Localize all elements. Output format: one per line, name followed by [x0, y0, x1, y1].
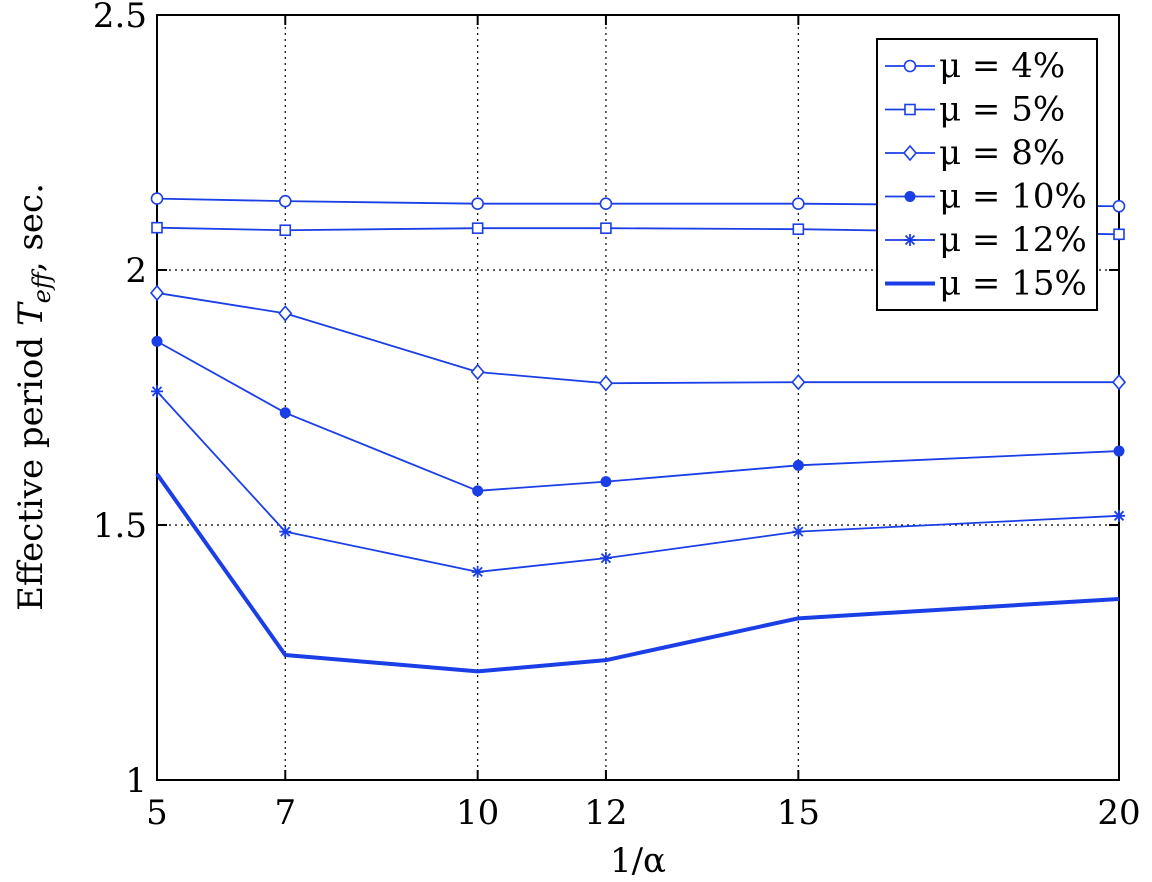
- data-point-dot: [1113, 445, 1125, 457]
- series-1: [150, 192, 1126, 213]
- legend-label: μ = 15%: [939, 264, 1087, 304]
- data-point-dot: [792, 459, 804, 471]
- data-point-dot: [600, 476, 612, 488]
- legend-label: μ = 10%: [939, 177, 1087, 217]
- data-point-circle: [792, 197, 805, 210]
- y-tick-label: 2: [125, 251, 147, 291]
- legend-item-5: μ = 12%: [885, 220, 1087, 260]
- data-point-square: [151, 221, 163, 234]
- data-point-star: [1113, 509, 1125, 522]
- data-point-diamond: [902, 144, 918, 162]
- data-point-circle: [1112, 199, 1126, 213]
- data-point-dot: [472, 485, 484, 497]
- x-tick-label: 7: [274, 793, 296, 833]
- legend-label: μ = 5%: [939, 90, 1065, 130]
- legend-label: μ = 4%: [939, 46, 1065, 86]
- series-3: [149, 284, 1127, 392]
- x-tick-label: 5: [146, 793, 168, 833]
- legend-item-6: μ = 15%: [885, 264, 1087, 304]
- legend-label: μ = 8%: [939, 133, 1065, 173]
- series-4: [151, 335, 1125, 497]
- data-point-star: [151, 385, 163, 398]
- data-point-star: [279, 525, 292, 538]
- data-point-circle: [150, 192, 164, 205]
- legend-item-1: μ = 4%: [885, 46, 1065, 86]
- data-point-square: [600, 222, 612, 234]
- data-point-dot: [904, 191, 916, 202]
- x-tick-label: 10: [456, 793, 499, 833]
- legend-box: [876, 38, 1098, 311]
- data-point-circle: [278, 194, 292, 208]
- series-line: [156, 226, 1120, 236]
- legend-label: μ = 12%: [939, 220, 1087, 260]
- data-point-diamond: [598, 374, 613, 392]
- data-point-square: [471, 222, 484, 234]
- series-line: [156, 340, 1120, 492]
- series-line: [155, 472, 1120, 674]
- data-point-circle: [471, 197, 484, 210]
- y-tick-label: 1.5: [93, 506, 147, 546]
- data-point-square: [1113, 228, 1125, 241]
- series-5: [151, 385, 1125, 578]
- series-2: [151, 221, 1125, 241]
- data-point-star: [792, 525, 805, 538]
- data-point-circle: [599, 197, 613, 210]
- series-layer: [149, 192, 1127, 674]
- data-point-dot: [151, 335, 163, 347]
- data-point-diamond: [1111, 373, 1127, 391]
- plot-frame: [156, 14, 1120, 781]
- y-tick-label: 2.5: [93, 0, 147, 36]
- x-tick-label: 12: [584, 793, 627, 833]
- data-point-diamond: [278, 305, 293, 322]
- x-tick-label: 20: [1097, 793, 1140, 833]
- legend-item-2: μ = 5%: [885, 90, 1065, 130]
- data-point-circle: [903, 59, 917, 73]
- y-tick-label: 1: [125, 761, 147, 801]
- axis-ticks: 5 7 10 12 15 20 1 1.5 2 2.5: [93, 0, 1141, 833]
- data-point-diamond: [470, 363, 485, 381]
- data-point-star: [471, 565, 484, 578]
- legend: μ = 4%μ = 5%μ = 8%μ = 10%μ = 12%μ = 15%: [876, 38, 1098, 311]
- x-tick-label: 15: [777, 793, 820, 833]
- data-point-square: [904, 103, 916, 116]
- data-point-square: [792, 223, 805, 235]
- data-point-square: [279, 224, 292, 237]
- data-point-star: [904, 234, 916, 246]
- x-axis-label: 1/α: [610, 841, 666, 881]
- series-line: [156, 197, 1120, 208]
- legend-item-4: μ = 10%: [885, 177, 1087, 217]
- data-point-diamond: [149, 284, 165, 302]
- y-axis-label: Effective period Teff, sec.: [11, 183, 56, 611]
- series-line: [156, 390, 1120, 573]
- data-point-dot: [279, 407, 291, 419]
- series-line: [156, 292, 1119, 385]
- data-point-diamond: [791, 373, 806, 391]
- series-6: [155, 472, 1120, 674]
- data-point-star: [599, 552, 612, 565]
- legend-item-3: μ = 8%: [885, 133, 1065, 173]
